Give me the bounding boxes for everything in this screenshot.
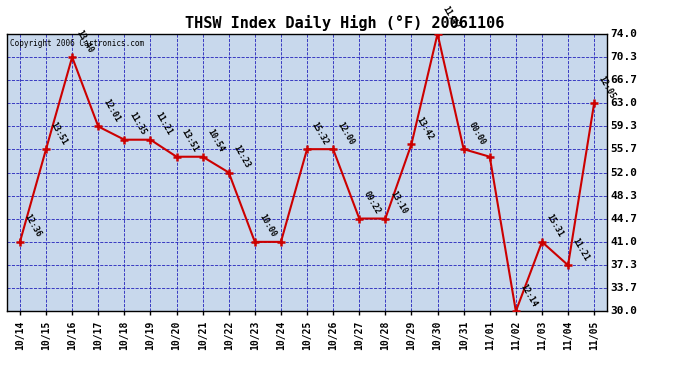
Text: 12:05: 12:05 <box>597 74 618 100</box>
Text: 44.7: 44.7 <box>611 213 638 223</box>
Text: 11:47: 11:47 <box>440 5 461 31</box>
Text: 55.7: 55.7 <box>611 144 638 154</box>
Text: 48.3: 48.3 <box>611 191 638 201</box>
Text: 12:23: 12:23 <box>232 144 252 170</box>
Text: 30.0: 30.0 <box>611 306 638 316</box>
Text: 37.3: 37.3 <box>611 260 638 270</box>
Text: 13:40: 13:40 <box>75 28 95 54</box>
Text: 12:00: 12:00 <box>336 120 356 146</box>
Text: 41.0: 41.0 <box>611 237 638 247</box>
Text: 13:51: 13:51 <box>49 120 69 146</box>
Text: 33.7: 33.7 <box>611 283 638 293</box>
Text: 10:54: 10:54 <box>206 128 226 154</box>
Text: 00:00: 00:00 <box>466 120 486 146</box>
Text: 63.0: 63.0 <box>611 98 638 108</box>
Text: 13:42: 13:42 <box>414 115 435 141</box>
Text: Copyright 2006 Cartronics.com: Copyright 2006 Cartronics.com <box>10 39 144 48</box>
Text: 13:51: 13:51 <box>179 128 199 154</box>
Text: 15:31: 15:31 <box>544 213 565 239</box>
Text: 74.0: 74.0 <box>611 29 638 39</box>
Text: 10:00: 10:00 <box>257 213 278 239</box>
Text: 59.3: 59.3 <box>611 122 638 132</box>
Text: THSW Index Daily High (°F) 20061106: THSW Index Daily High (°F) 20061106 <box>186 15 504 31</box>
Text: 13:10: 13:10 <box>388 190 408 216</box>
Text: 15:32: 15:32 <box>310 120 330 146</box>
Text: 12:36: 12:36 <box>23 213 43 239</box>
Text: 11:21: 11:21 <box>571 236 591 262</box>
Text: 11:21: 11:21 <box>153 111 173 137</box>
Text: 11:35: 11:35 <box>127 111 148 137</box>
Text: 12:01: 12:01 <box>101 98 121 124</box>
Text: 09:22: 09:22 <box>362 190 382 216</box>
Text: 52.0: 52.0 <box>611 168 638 177</box>
Text: 70.3: 70.3 <box>611 52 638 62</box>
Text: 12:14: 12:14 <box>519 282 539 309</box>
Text: 66.7: 66.7 <box>611 75 638 85</box>
